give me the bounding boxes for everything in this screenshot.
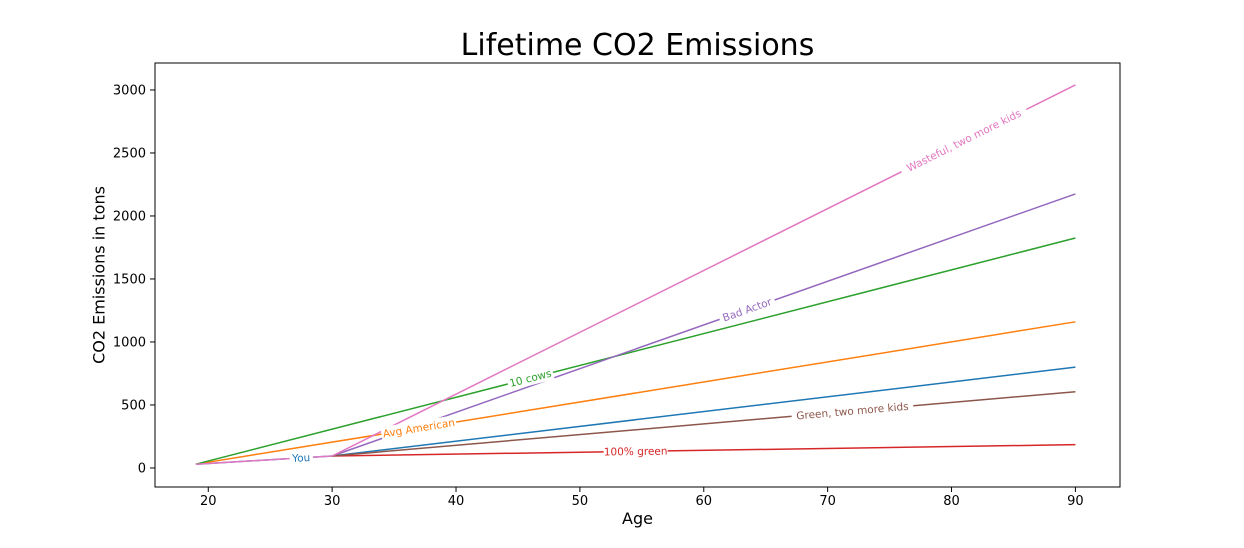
x-tick-label: 40 [448,494,465,509]
label-text: Avg American [382,417,456,440]
series-label-bad-actor: Bad Actor [717,293,777,326]
plot-area [154,62,1121,488]
series-label-you: You [289,450,314,466]
label-text: Wasteful, two more kids [905,108,1023,175]
series-label-wasteful-two-more-kids: Wasteful, two more kids [898,103,1030,178]
series-line-wasteful-two-more-kids [195,84,1076,465]
chart-title: Lifetime CO2 Emissions [460,28,815,63]
x-axis-label: Age [622,509,653,528]
label-text: 100% green [604,445,668,458]
y-tick-label: 2000 [113,209,146,224]
y-tick-label: 0 [138,461,146,476]
label-background [791,398,914,424]
label-background [289,450,314,466]
label-text: You [291,452,311,465]
x-tick-label: 30 [324,494,341,509]
y-tick-label: 2500 [113,146,146,161]
label-background [717,293,777,326]
x-tick-label: 50 [572,494,589,509]
y-tick-label: 3000 [113,83,146,98]
series-line-10-cows [195,237,1076,465]
x-tick-label: 80 [943,494,960,509]
y-tick-label: 1000 [113,335,146,350]
label-background [506,365,555,391]
x-tick-label: 70 [819,494,836,509]
series-line-100-green [332,443,1076,457]
label-background [898,103,1030,178]
label-background [603,443,668,459]
series-label-10-cows: 10 cows [506,365,555,391]
series-label-avg-american: Avg American [380,415,458,442]
x-tick-label: 60 [696,494,713,509]
series-line-bad-actor [331,193,1076,457]
series-label-100-green: 100% green [603,443,668,459]
y-tick-label: 500 [121,398,146,413]
series-line-avg-american [195,321,1076,465]
series-label-green-two-more-kids: Green, two more kids [791,398,914,424]
x-tick-label: 20 [200,494,217,509]
x-tick-label: 90 [1067,494,1084,509]
series-line-green-two-more-kids [332,390,1076,457]
y-tick-label: 1500 [113,272,146,287]
label-background [380,415,458,442]
